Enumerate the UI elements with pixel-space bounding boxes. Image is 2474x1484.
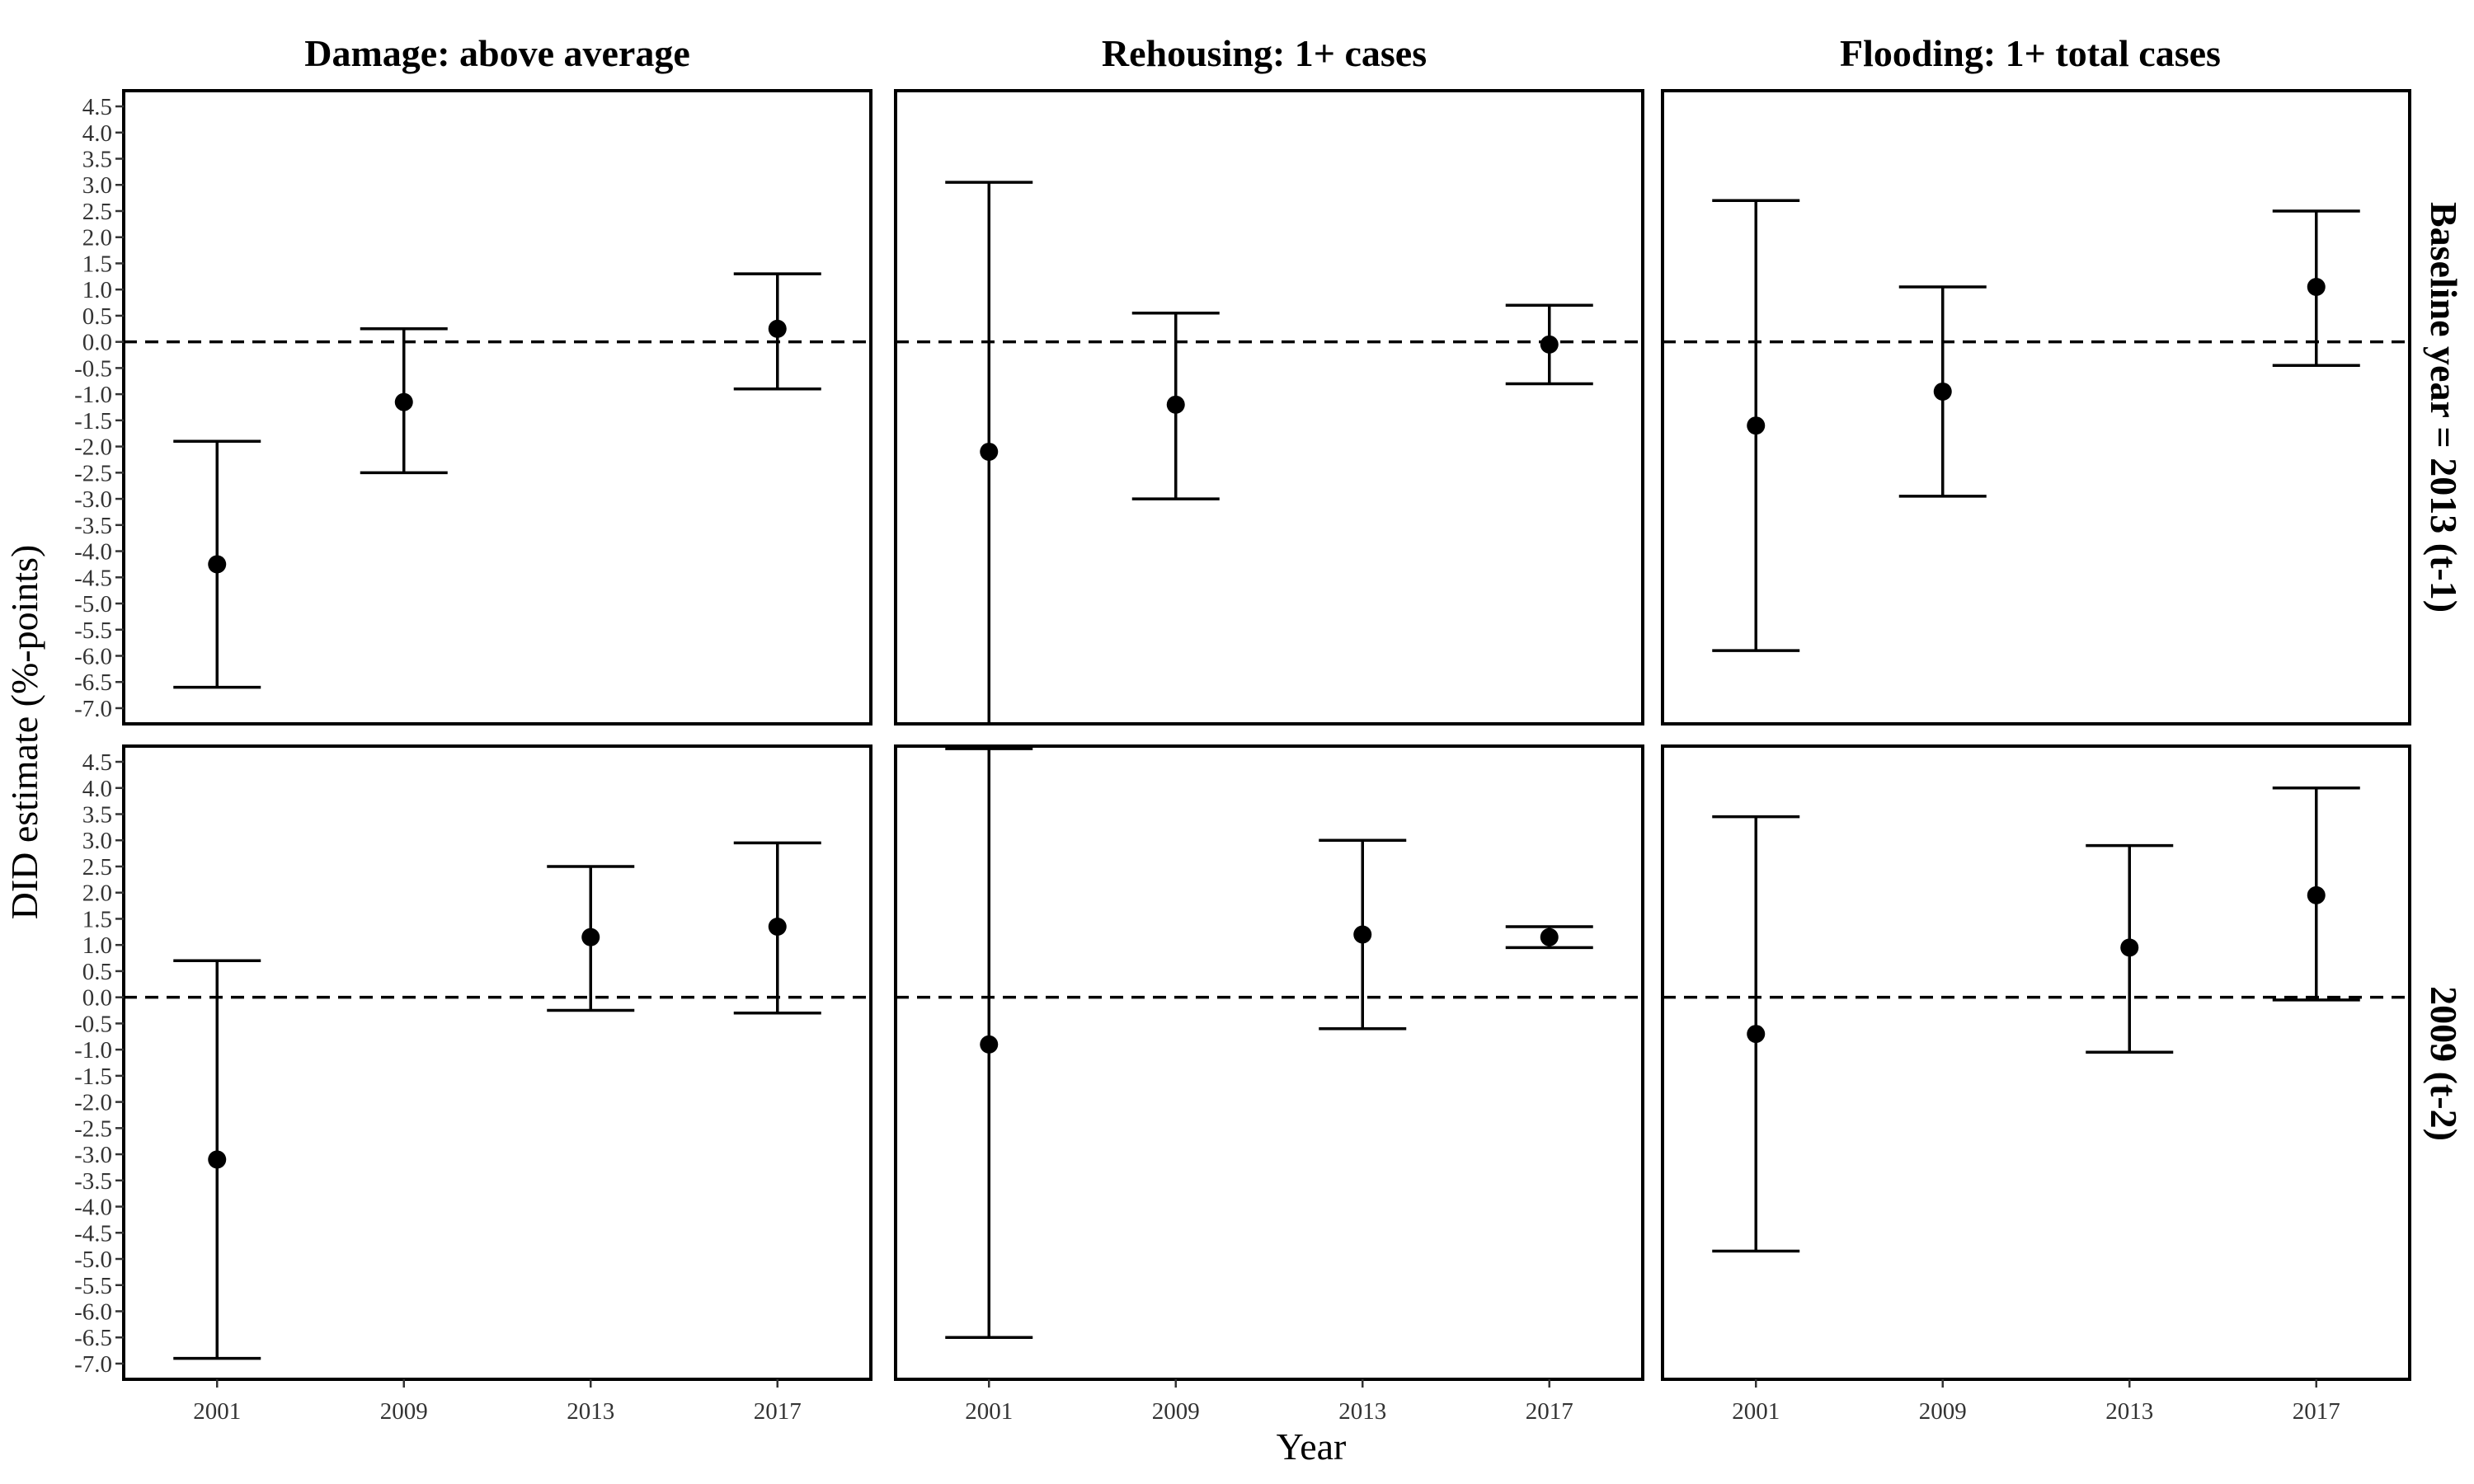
y-tick-label-r0-2: -6.0 <box>74 643 112 669</box>
point-estimate-r0-c2-2017 <box>2307 278 2326 297</box>
y-tick-label-r0-19: 2.5 <box>82 199 112 225</box>
y-tick-label-r0-17: 1.5 <box>82 251 112 277</box>
panel-border-r0-c1 <box>894 89 1644 726</box>
column-title-rehousing: Rehousing: 1+ cases <box>1102 32 1427 74</box>
x-tick-label-c2-0: 2001 <box>1732 1398 1780 1425</box>
y-tick-label-r1-20: 3.0 <box>82 828 112 854</box>
point-estimate-r0-c0-2017 <box>768 319 787 338</box>
y-tick-label-r1-14: 0.0 <box>82 985 112 1012</box>
y-tick-label-r1-7: -3.5 <box>74 1168 112 1195</box>
x-tick-label-c0-2: 2013 <box>567 1398 614 1425</box>
y-tick-label-r1-10: -2.0 <box>74 1090 112 1116</box>
x-tick-label-c1-1: 2009 <box>1152 1398 1200 1425</box>
point-estimate-r1-c1-2017 <box>1540 928 1559 946</box>
y-tick-label-r1-2: -6.0 <box>74 1298 112 1325</box>
point-estimate-r1-c1-2013 <box>1353 925 1372 944</box>
y-tick-label-r0-10: -2.0 <box>74 434 112 461</box>
y-tick-label-r1-13: -0.5 <box>74 1011 112 1037</box>
point-estimate-r0-c2-2001 <box>1747 416 1766 435</box>
point-estimate-r1-c2-2017 <box>2307 885 2326 904</box>
row-title-2009: 2009 (t-2) <box>2423 986 2465 1141</box>
point-estimate-r1-c2-2013 <box>2120 938 2139 957</box>
point-estimate-r0-c0-2009 <box>394 392 413 411</box>
y-tick-label-r0-11: -1.5 <box>74 408 112 434</box>
y-tick-label-r1-1: -6.5 <box>74 1325 112 1351</box>
plot-layer: -7.0-6.5-6.0-5.5-5.0-4.5-4.0-3.5-3.0-2.5… <box>74 89 2411 1425</box>
y-tick-label-r0-23: 4.5 <box>82 94 112 120</box>
point-estimate-r1-c0-2013 <box>581 928 600 946</box>
y-tick-label-r1-19: 2.5 <box>82 854 112 881</box>
y-tick-label-r1-17: 1.5 <box>82 906 112 932</box>
y-axis-title: DID estimate (%-points) <box>3 545 45 920</box>
point-estimate-r1-c0-2001 <box>208 1150 227 1169</box>
y-tick-label-r1-11: -1.5 <box>74 1064 112 1090</box>
y-tick-label-r0-12: -1.0 <box>74 382 112 408</box>
y-tick-label-r1-18: 2.0 <box>82 881 112 907</box>
panel-border-r0-c2 <box>1661 89 2411 726</box>
x-tick-label-c1-2: 2013 <box>1338 1398 1386 1425</box>
y-tick-label-r1-21: 3.5 <box>82 802 112 829</box>
y-tick-label-r1-5: -4.5 <box>74 1220 112 1247</box>
point-estimate-r1-c0-2017 <box>768 917 787 936</box>
x-tick-label-c2-1: 2009 <box>1919 1398 1967 1425</box>
row-title-baseline-2013: Baseline year = 2013 (t-1) <box>2423 202 2465 613</box>
y-tick-label-r1-9: -2.5 <box>74 1115 112 1142</box>
point-estimate-r1-c1-2001 <box>980 1035 999 1054</box>
x-tick-label-c2-2: 2013 <box>2105 1398 2153 1425</box>
x-tick-label-c2-3: 2017 <box>2293 1398 2340 1425</box>
y-tick-label-r1-3: -5.5 <box>74 1273 112 1299</box>
column-title-flooding: Flooding: 1+ total cases <box>1840 32 2221 74</box>
y-tick-label-r0-1: -6.5 <box>74 669 112 696</box>
y-tick-label-r0-16: 1.0 <box>82 277 112 303</box>
x-tick-label-c0-1: 2009 <box>380 1398 428 1425</box>
y-tick-label-r0-14: 0.0 <box>82 330 112 356</box>
y-tick-label-r0-20: 3.0 <box>82 172 112 199</box>
x-tick-label-c0-0: 2001 <box>193 1398 241 1425</box>
y-tick-label-r0-18: 2.0 <box>82 225 112 251</box>
point-estimate-r0-c1-2009 <box>1166 395 1185 414</box>
y-tick-label-r0-0: -7.0 <box>74 696 112 722</box>
y-tick-label-r0-3: -5.5 <box>74 618 112 644</box>
y-tick-label-r1-23: 4.5 <box>82 749 112 776</box>
y-tick-label-r1-22: 4.0 <box>82 776 112 802</box>
panel-border-r1-c1 <box>894 744 1644 1381</box>
y-tick-label-r0-15: 0.5 <box>82 303 112 330</box>
y-tick-label-r0-5: -4.5 <box>74 565 112 591</box>
y-tick-label-r0-7: -3.5 <box>74 513 112 539</box>
y-tick-label-r0-22: 4.0 <box>82 120 112 147</box>
y-tick-label-r1-6: -4.0 <box>74 1195 112 1221</box>
y-tick-label-r0-9: -2.5 <box>74 460 112 486</box>
x-tick-label-c1-0: 2001 <box>965 1398 1013 1425</box>
point-estimate-r0-c0-2001 <box>208 555 227 574</box>
y-tick-label-r1-15: 0.5 <box>82 959 112 985</box>
x-tick-label-c1-3: 2017 <box>1526 1398 1573 1425</box>
y-tick-label-r0-13: -0.5 <box>74 355 112 382</box>
y-tick-label-r1-16: 1.0 <box>82 932 112 959</box>
x-tick-label-c0-3: 2017 <box>754 1398 802 1425</box>
y-tick-label-r0-21: 3.5 <box>82 147 112 173</box>
y-tick-label-r1-0: -7.0 <box>74 1351 112 1378</box>
point-estimate-r1-c2-2001 <box>1747 1025 1766 1044</box>
column-title-damage: Damage: above average <box>304 32 690 74</box>
point-estimate-r0-c1-2017 <box>1540 335 1559 354</box>
x-axis-title: Year <box>1277 1425 1347 1468</box>
panel-border-r1-c2 <box>1661 744 2411 1381</box>
y-tick-label-r0-4: -5.0 <box>74 591 112 618</box>
point-estimate-r0-c1-2001 <box>980 442 999 461</box>
y-tick-label-r0-8: -3.0 <box>74 486 112 513</box>
y-tick-label-r1-8: -3.0 <box>74 1142 112 1168</box>
panel-border-r0-c0 <box>122 89 872 726</box>
y-tick-label-r1-12: -1.0 <box>74 1037 112 1064</box>
panel-border-r1-c0 <box>122 744 872 1381</box>
y-tick-label-r0-6: -4.0 <box>74 539 112 566</box>
point-estimate-r0-c2-2009 <box>1933 382 1952 401</box>
y-tick-label-r1-4: -5.0 <box>74 1247 112 1273</box>
